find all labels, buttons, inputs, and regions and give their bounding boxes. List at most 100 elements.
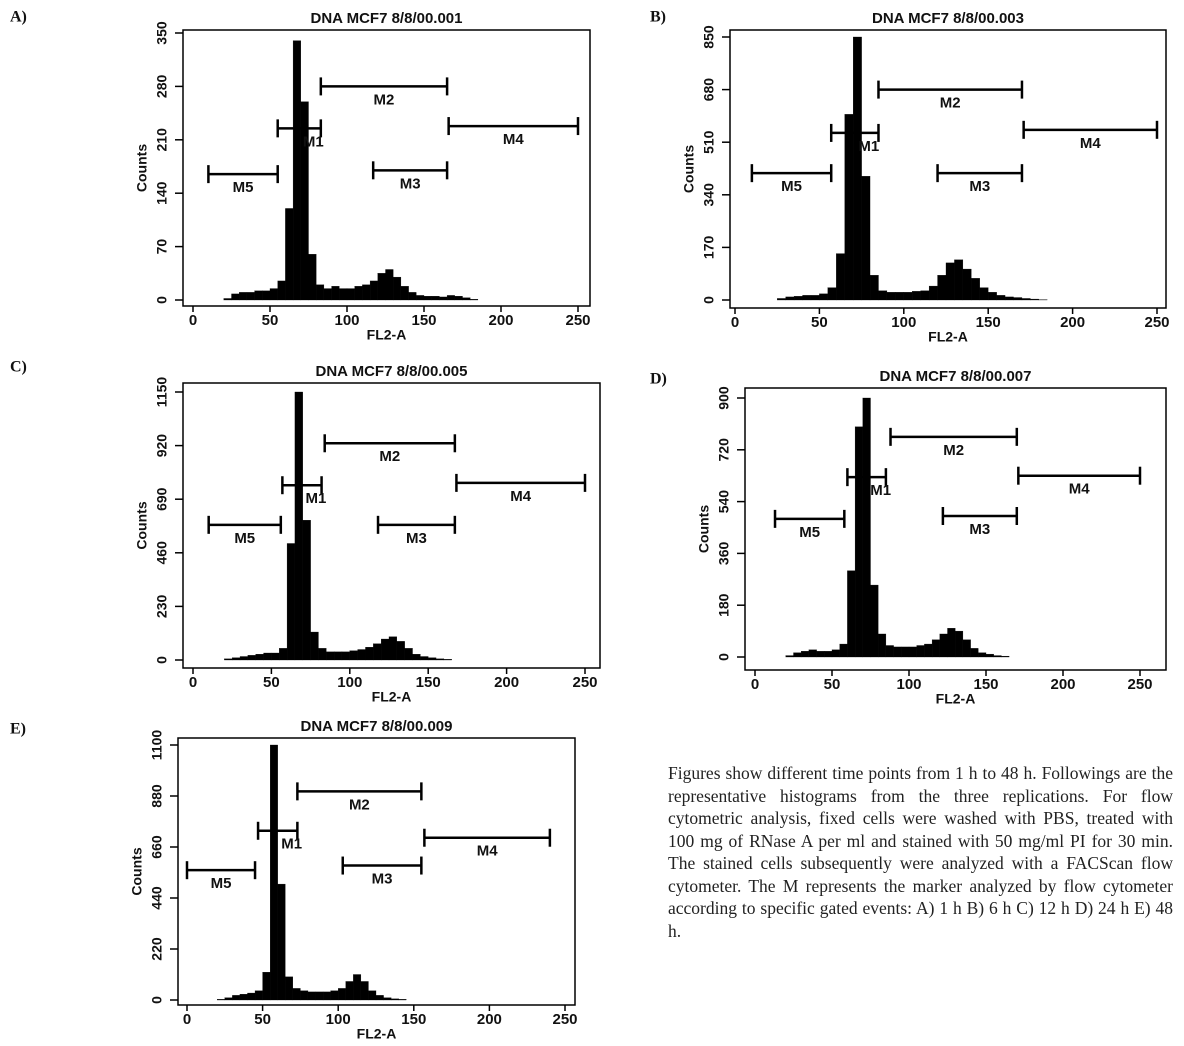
- histogram-bar: [853, 36, 862, 301]
- histogram-bar: [368, 990, 377, 1001]
- histogram-bar: [381, 638, 390, 661]
- histogram-bar: [307, 991, 316, 1001]
- marker-label: M2: [940, 95, 961, 112]
- histogram-bar: [862, 397, 871, 658]
- histogram-bar: [831, 649, 840, 658]
- x-tick-label: 150: [416, 674, 441, 691]
- histogram-bar: [979, 287, 989, 301]
- histogram-bar: [262, 972, 271, 1001]
- histogram-bar: [318, 648, 327, 661]
- x-tick-label: 200: [1060, 314, 1085, 331]
- y-tick-label: 0: [716, 653, 732, 661]
- histogram-bar: [428, 657, 437, 661]
- histogram-bar: [353, 974, 362, 1001]
- y-axis-label: Counts: [134, 144, 150, 192]
- y-tick-label: 1150: [154, 377, 170, 408]
- histogram-bar: [785, 655, 794, 658]
- y-tick-label: 440: [149, 886, 165, 910]
- panel-label: A): [10, 9, 27, 26]
- histogram-bar: [924, 643, 933, 658]
- histogram-bar: [346, 288, 355, 301]
- histogram-bar: [279, 648, 288, 661]
- histogram-bar: [375, 995, 384, 1001]
- histogram-bar: [360, 981, 369, 1001]
- histogram-bar: [373, 643, 382, 661]
- histogram-bar: [777, 298, 786, 301]
- histogram-bar: [316, 284, 325, 301]
- histogram-bar: [886, 292, 896, 301]
- histogram-bar: [331, 286, 340, 301]
- histogram-bar: [333, 651, 343, 661]
- histogram-bar: [844, 114, 854, 301]
- histogram-bar: [836, 253, 845, 301]
- histogram-bar: [443, 659, 452, 661]
- x-axis-label: FL2-A: [357, 1026, 397, 1042]
- x-axis-label: FL2-A: [928, 329, 968, 345]
- histogram-bar: [300, 990, 309, 1001]
- histogram-bar: [908, 646, 917, 658]
- histogram-bar: [1030, 298, 1039, 301]
- marker-label: M1: [870, 482, 891, 499]
- y-tick-label: 350: [154, 21, 170, 45]
- histogram-bar: [912, 291, 921, 301]
- histogram-bar: [808, 649, 817, 658]
- marker-label: M5: [781, 178, 802, 195]
- histogram-bar: [310, 631, 319, 661]
- x-tick-label: 50: [263, 674, 280, 691]
- histogram-bar: [439, 296, 448, 301]
- histogram-bar: [285, 976, 293, 1001]
- histogram-bar: [1004, 296, 1014, 301]
- histogram-bar: [285, 208, 294, 301]
- histogram-bar: [785, 296, 795, 301]
- y-tick-label: 0: [154, 296, 170, 304]
- histogram-bar: [339, 288, 348, 301]
- histogram-bar: [277, 280, 286, 301]
- histogram-bar: [861, 176, 871, 301]
- x-tick-label: 0: [731, 314, 739, 331]
- panel-label: D): [650, 371, 667, 388]
- histogram-bar: [315, 991, 324, 1001]
- histogram-bar: [254, 990, 263, 1001]
- histogram-bar: [939, 633, 948, 658]
- histogram-bar: [928, 285, 938, 301]
- histogram-bar: [277, 883, 286, 1001]
- x-tick-label: 50: [262, 312, 279, 329]
- histogram-bar: [239, 994, 248, 1001]
- histogram-bar: [431, 296, 440, 301]
- histogram-bar: [793, 652, 802, 658]
- histogram-bar: [269, 288, 278, 301]
- x-tick-label: 50: [254, 1011, 271, 1028]
- histogram-bar: [300, 101, 309, 301]
- histogram-bar: [1021, 298, 1031, 301]
- marker-label: M2: [943, 442, 964, 459]
- x-tick-label: 250: [552, 1011, 577, 1028]
- histogram-bar: [937, 275, 947, 301]
- histogram-bar: [1001, 655, 1010, 658]
- histogram-bar: [970, 648, 979, 658]
- histogram-bar: [369, 280, 378, 301]
- histogram-bar: [985, 653, 994, 658]
- y-tick-label: 340: [701, 183, 717, 207]
- plot-frame: [729, 29, 1167, 309]
- histogram-bar: [330, 990, 339, 1001]
- marker-label: M3: [372, 871, 393, 888]
- panel-label: E): [10, 721, 26, 738]
- histogram-bar: [254, 290, 263, 301]
- histogram-bar: [247, 655, 256, 661]
- histogram-bar: [920, 290, 930, 301]
- y-tick-label: 0: [701, 296, 717, 304]
- marker-label: M1: [306, 490, 327, 507]
- x-axis-label: FL2-A: [367, 327, 407, 343]
- histogram-bar: [470, 299, 479, 301]
- y-tick-label: 680: [701, 78, 717, 102]
- y-tick-label: 540: [716, 490, 732, 514]
- plot-frame: [744, 387, 1167, 671]
- histogram-bar: [827, 287, 837, 301]
- y-tick-label: 170: [701, 236, 717, 260]
- y-tick-label: 0: [149, 996, 165, 1004]
- histogram-bar: [326, 651, 335, 661]
- x-tick-label: 200: [494, 674, 519, 691]
- histogram-bar: [308, 254, 317, 301]
- histogram-bar: [416, 295, 425, 301]
